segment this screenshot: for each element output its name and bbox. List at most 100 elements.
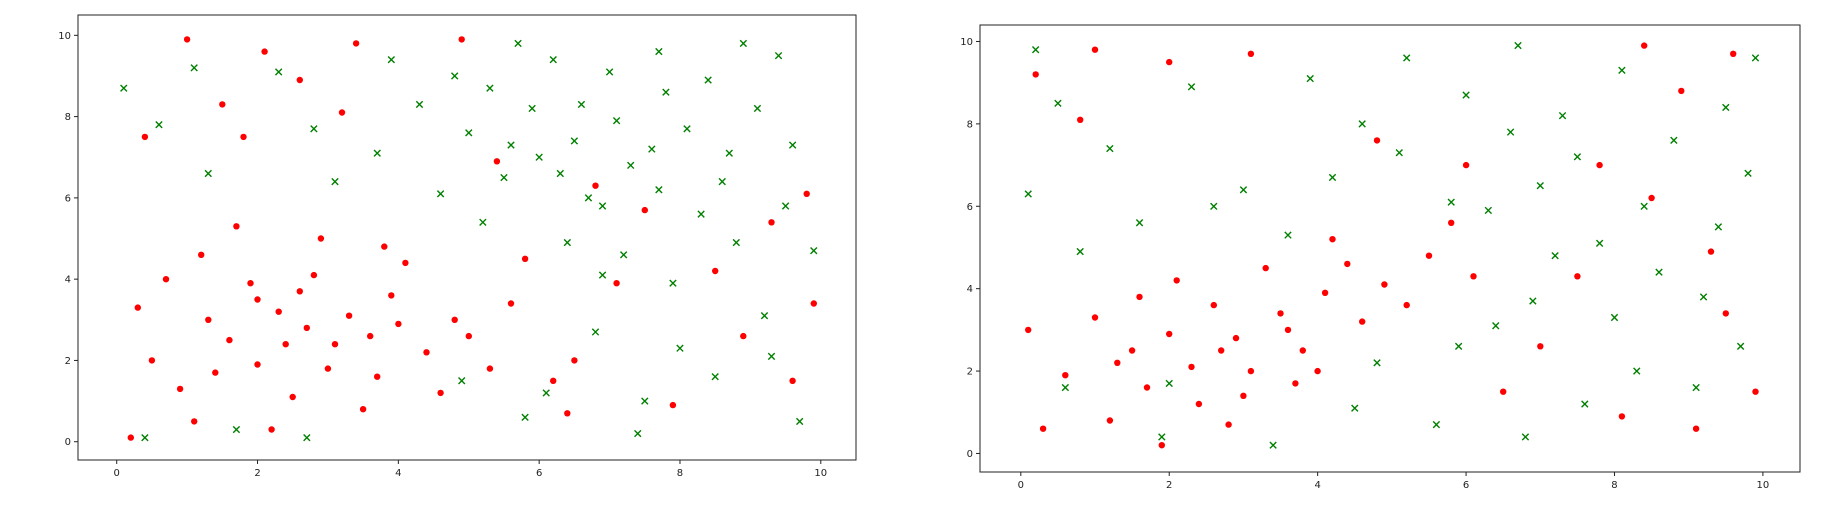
y-tick-label: 8 [65,112,71,123]
green-x-point [274,68,283,76]
red-circle-point [352,40,360,47]
x-tick-label: 10 [1757,480,1770,491]
red-circle-point [191,418,198,425]
green-x-point [1692,383,1700,392]
red-circle-point [1166,58,1173,66]
red-circle-point [1722,310,1730,317]
red-circle-point [1692,425,1700,432]
green-x-point [458,377,466,385]
red-circle-point [1403,301,1410,309]
red-circle-point [1195,400,1203,408]
green-x-point [774,51,783,60]
green-x-point [1722,103,1730,112]
red-circle-point [1462,161,1470,169]
green-x-point [514,39,522,48]
red-circle-point [1596,161,1603,169]
red-circle-point [451,316,458,323]
red-circle-point [1648,194,1655,202]
green-x-point [436,190,445,198]
red-circle-point [1039,425,1047,432]
green-x-point [669,279,677,287]
red-circle-point [1166,330,1173,338]
green-x-point [1573,153,1582,161]
red-circle-point [282,341,289,348]
green-x-point [598,271,607,279]
red-circle-point [134,304,141,311]
green-x-point [1551,252,1559,260]
red-circle-point [1678,87,1685,95]
red-circle-point [507,300,515,307]
green-x-point [634,429,642,438]
red-circle-point [233,223,240,230]
green-x-point [521,413,529,422]
red-circle-point [1025,326,1032,334]
red-circle-point [1373,137,1381,144]
green-x-point [500,173,508,182]
red-circle-point [1032,71,1039,78]
green-x-point [120,84,128,92]
red-circle-point [1225,421,1232,428]
red-circle-point [1188,363,1195,371]
green-x-point [1618,66,1626,75]
green-x-point [486,84,494,92]
green-x-point [732,238,741,247]
green-x-point [1736,342,1745,351]
green-x-point [1076,247,1084,256]
red-circle-point [1136,293,1143,301]
green-x-point [697,210,705,218]
green-x-point [1655,268,1663,276]
red-circle-point [1077,116,1084,124]
red-circle-point [1359,318,1366,325]
red-circle-point [1500,388,1507,395]
red-circle-point [1128,347,1136,354]
red-circle-point [141,133,149,141]
green-x-point [465,129,473,137]
x-tick-label: 8 [677,468,683,479]
red-circle-point [367,332,374,340]
green-x-point [1506,128,1515,136]
red-circle-point [1106,417,1114,424]
green-x-point [556,169,564,178]
green-x-point [1595,239,1604,248]
red-circle-point [564,410,571,417]
green-x-point [1358,120,1366,128]
green-x-point [1529,297,1537,305]
green-x-point [507,141,515,149]
y-tick-label: 8 [967,119,973,130]
green-x-point [725,149,733,157]
axes-frame [77,14,857,461]
red-circle-point [1292,380,1299,387]
green-x-point [549,56,557,64]
green-x-point [1031,46,1040,54]
y-tick-label: 6 [967,202,973,213]
red-circle-point [1247,50,1255,57]
red-circle-point [486,365,494,372]
green-x-point [662,88,670,96]
green-x-point [648,145,656,153]
green-x-point [1054,99,1062,107]
red-circle-point [1210,301,1218,309]
red-circle-point [1448,219,1455,226]
green-x-point [1610,313,1619,322]
green-x-point [1239,186,1248,194]
green-x-point [535,153,543,161]
green-x-point [655,47,663,56]
green-x-point [612,116,621,125]
green-x-point [676,344,684,352]
red-circle-point [1299,347,1307,354]
green-x-point [204,169,212,178]
red-circle-point [493,158,501,165]
green-x-point [570,137,579,145]
green-x-point [605,68,614,76]
red-circle-point [1277,310,1284,317]
green-x-point [1484,206,1493,215]
green-x-point [577,100,586,109]
x-tick-label: 0 [1018,480,1024,491]
red-circle-point [613,280,620,287]
green-x-point [1284,231,1292,239]
green-x-point [141,433,149,442]
green-x-point [1492,322,1500,330]
green-x-point [232,425,241,434]
x-tick-label: 6 [536,468,542,479]
green-x-point [781,202,790,210]
